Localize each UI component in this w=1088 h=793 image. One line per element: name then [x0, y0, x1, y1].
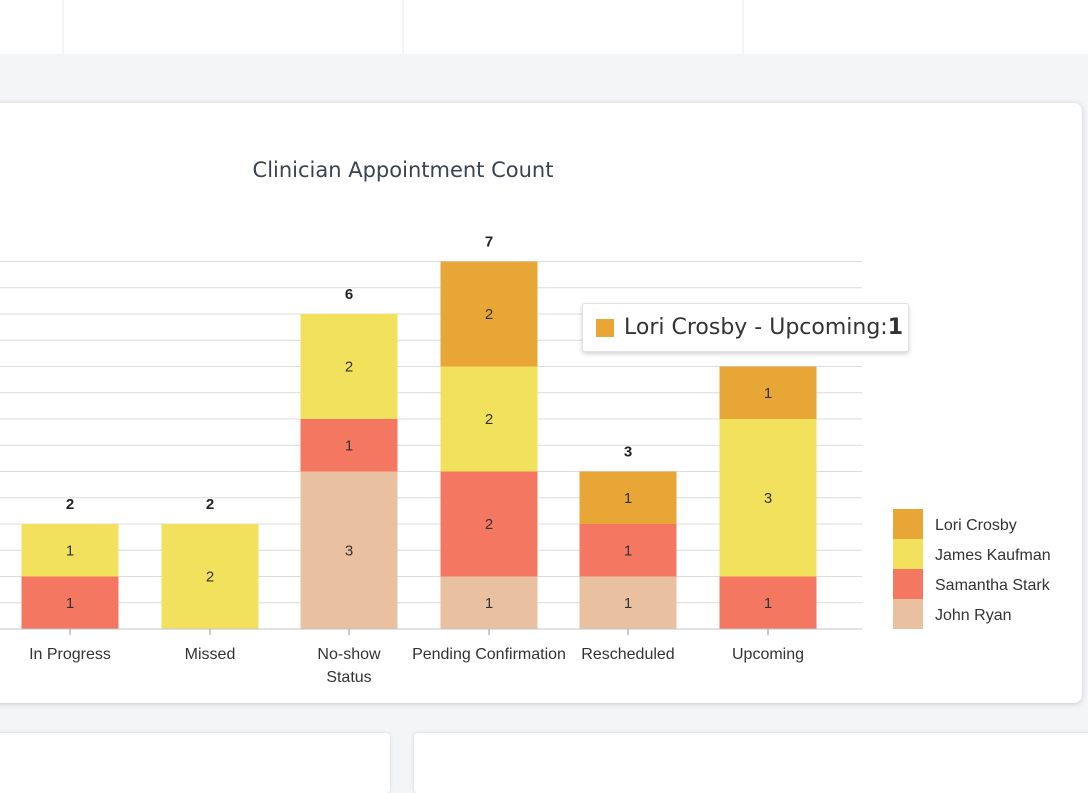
bar-segment[interactable] [21, 576, 119, 630]
segment-label: 1 [66, 542, 74, 559]
grid [0, 261, 862, 604]
segment-label: 2 [485, 306, 493, 323]
x-axis: In Progress Missed No-show Status Pending Co… [0, 628, 862, 686]
segment-label: 3 [345, 542, 353, 559]
bar-segment[interactable] [579, 471, 677, 525]
segment-label: 1 [624, 542, 632, 559]
total-label: 6 [345, 286, 353, 303]
bar-segment[interactable] [440, 261, 538, 367]
legend: Lori Crosby James Kaufman Samantha Stark Jo… [893, 509, 1051, 629]
bar-segment[interactable] [300, 471, 398, 630]
bar-segment[interactable] [440, 576, 538, 630]
x-tick-label: No-show Status [317, 646, 381, 686]
total-label: 2 [66, 496, 74, 513]
chart-title: Clinician Appointment Count [253, 158, 554, 182]
x-tick-label: Upcoming [732, 646, 804, 663]
legend-swatch [893, 509, 923, 539]
bar-segment[interactable] [300, 314, 398, 419]
bar-segment[interactable] [719, 576, 817, 630]
segment-label: 1 [485, 595, 493, 612]
segment-label: 2 [485, 516, 493, 533]
segment-label: 1 [66, 595, 74, 612]
bottom-card-1 [0, 733, 390, 793]
segment-label: 1 [624, 595, 632, 612]
legend-swatch [893, 539, 923, 569]
segment-label: 1 [624, 490, 632, 507]
x-tick-label: Missed [185, 646, 236, 663]
segment-label: 1 [764, 385, 772, 402]
x-tick-label: Pending Confirmation [412, 646, 566, 663]
legend-swatch [893, 569, 923, 599]
tooltip-text: Lori Crosby - Upcoming: [624, 315, 888, 340]
bar-segment[interactable] [719, 419, 817, 577]
top-card-3 [404, 0, 742, 54]
legend-label[interactable]: Samantha Stark [935, 577, 1051, 594]
legend-label[interactable]: James Kaufman [935, 547, 1051, 564]
bars: 1122231261222711131315 [21, 234, 817, 630]
chart-tooltip: Lori Crosby - Upcoming: 1 [582, 303, 909, 352]
bottom-card-2 [414, 733, 1088, 793]
x-tick-label: Rescheduled [581, 646, 674, 663]
segment-label: 1 [764, 595, 772, 612]
segment-label: 2 [206, 569, 214, 586]
bar-segment[interactable] [579, 576, 677, 630]
x-tick-label: In Progress [29, 646, 111, 663]
segment-label: 1 [345, 437, 353, 454]
tooltip-value: 1 [887, 315, 904, 340]
top-card-2 [64, 0, 402, 54]
segment-label: 3 [764, 490, 772, 507]
segment-label: 2 [345, 359, 353, 376]
bar-segment[interactable] [440, 366, 538, 472]
bar-segment[interactable] [300, 419, 398, 472]
top-card-4 [744, 0, 1088, 54]
total-label: 2 [206, 496, 214, 513]
bar-segment[interactable] [440, 471, 538, 577]
total-label: 3 [624, 444, 632, 461]
bar-segment[interactable] [719, 366, 817, 420]
total-label: 7 [485, 234, 493, 251]
tooltip-swatch [596, 318, 614, 337]
legend-label[interactable]: Lori Crosby [935, 517, 1017, 534]
segment-label: 2 [485, 411, 493, 428]
bar-segment[interactable] [161, 524, 259, 629]
legend-label[interactable]: John Ryan [935, 607, 1012, 624]
top-card-1 [0, 0, 62, 54]
bar-segment[interactable] [579, 524, 677, 577]
legend-swatch [893, 599, 923, 629]
bar-segment[interactable] [21, 524, 119, 577]
